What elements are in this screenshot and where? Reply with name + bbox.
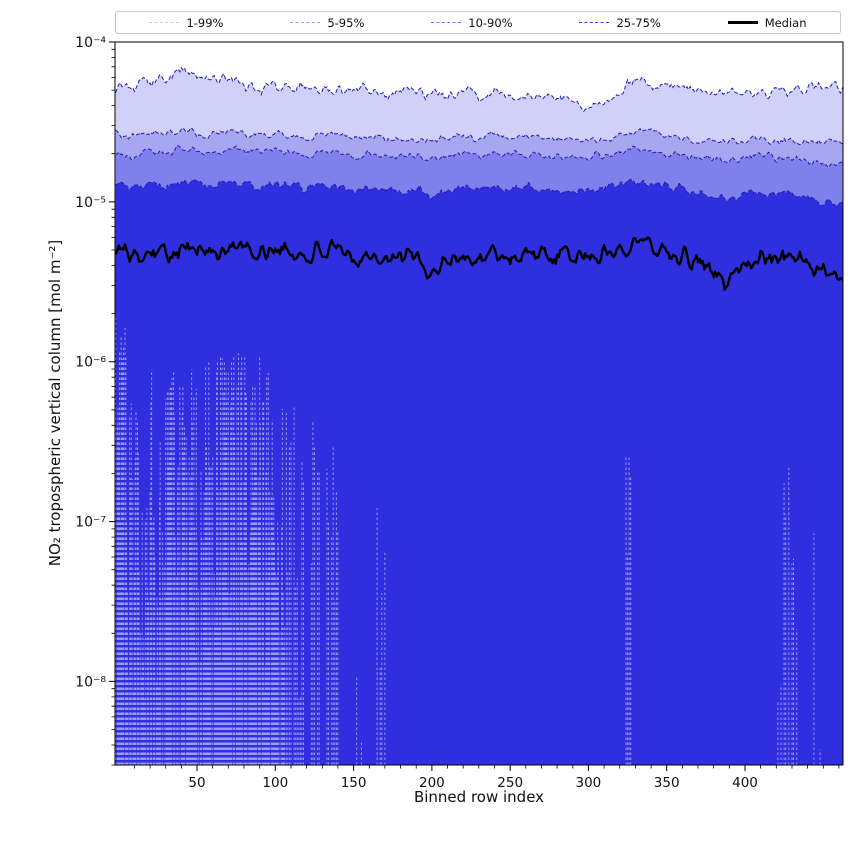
legend-label: 10-90% <box>468 15 513 30</box>
legend-line-sample <box>727 21 758 24</box>
legend-label: 5-95% <box>327 15 365 30</box>
edge-p99 <box>115 66 843 113</box>
y-tick-label: 10⁻⁸ <box>75 674 106 690</box>
band-75-90 <box>115 145 843 207</box>
legend-item-25-75-: 25-75% <box>579 15 661 30</box>
y-tick-label: 10⁻⁷ <box>75 515 106 531</box>
band-90-95 <box>115 127 843 168</box>
x-tick-label: 50 <box>188 775 205 791</box>
y-axis-label: NO₂ tropospheric vertical column [mol m⁻… <box>46 239 64 567</box>
band-under-75 <box>115 179 843 765</box>
x-axis-label: Binned row index <box>413 788 545 806</box>
band-95-99 <box>115 67 843 145</box>
edge-p75 <box>115 178 843 207</box>
legend-label: 25-75% <box>616 15 661 30</box>
legend-line-sample <box>290 22 321 23</box>
axis-ticks: 50 100 150 200 250 300 350 400 10⁻⁴ 10⁻⁵ 10⁻⁶ 10⁻⁷ 1… <box>75 35 840 791</box>
major-ticks <box>109 41 746 771</box>
x-tick-label: 250 <box>497 775 523 791</box>
x-tick-label: 150 <box>341 775 367 791</box>
y-tick-label: 10⁻⁶ <box>75 355 106 371</box>
legend-item-median: Median <box>727 15 807 30</box>
legend-label: 1-99% <box>186 15 224 30</box>
plot-content <box>115 66 843 765</box>
minor-ticks <box>111 48 840 769</box>
legend-line-sample <box>579 22 610 23</box>
y-tick-label: 10⁻⁴ <box>75 35 106 51</box>
legend-item-10-90-: 10-90% <box>431 15 513 30</box>
legend-line-sample <box>431 22 462 23</box>
legend-item-5-95-: 5-95% <box>290 16 364 30</box>
legend: 1-99% 5-95% 10-90% 25-75% Median <box>115 11 841 34</box>
legend-item-1-99-: 1-99% <box>149 16 223 30</box>
median-line <box>115 236 843 291</box>
y-tick-label: 10⁻⁵ <box>75 195 106 211</box>
edge-p90 <box>115 145 843 169</box>
x-tick-label: 200 <box>419 775 445 791</box>
x-tick-label: 400 <box>732 775 758 791</box>
x-tick-label: 300 <box>576 775 602 791</box>
edge-p95 <box>115 127 843 146</box>
legend-label: Median <box>764 15 807 30</box>
legend-line-sample <box>149 22 180 23</box>
x-tick-label: 100 <box>262 775 288 791</box>
x-tick-label: 350 <box>654 775 680 791</box>
lower-percentile-spikes <box>115 317 821 765</box>
